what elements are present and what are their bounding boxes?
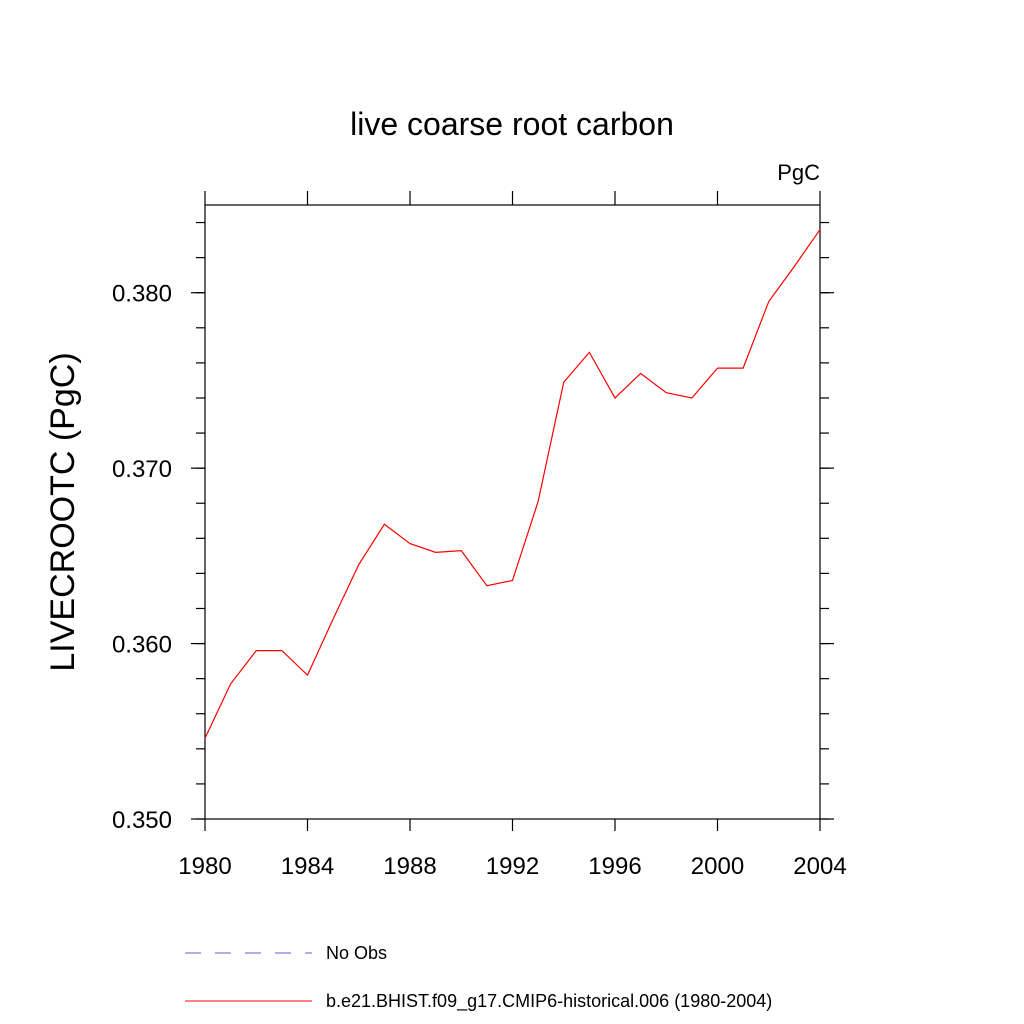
units-label: PgC [777, 160, 820, 185]
axis-ticks [191, 191, 834, 831]
legend-label-no-obs: No Obs [326, 943, 387, 963]
x-tick-label: 2004 [793, 853, 846, 880]
x-tick-label: 1980 [178, 853, 231, 880]
series-layer [204, 229, 821, 739]
y-tick-label: 0.360 [112, 632, 172, 659]
tick-labels: 1980 1984 1988 1992 1996 2000 2004 0.350 0.360 0.… [112, 281, 847, 880]
plot-frame [204, 204, 821, 820]
legend-label-historical: b.e21.BHIST.f09_g17.CMIP6-historical.006… [326, 991, 772, 1012]
x-tick-label: 1988 [383, 853, 436, 880]
x-tick-label: 2000 [691, 853, 744, 880]
y-tick-label: 0.370 [112, 456, 172, 483]
y-tick-label: 0.380 [112, 281, 172, 308]
x-tick-label: 1992 [486, 853, 539, 880]
x-tick-label: 1984 [281, 853, 334, 880]
y-tick-label: 0.350 [112, 807, 172, 834]
series-line-0 [204, 229, 821, 739]
legend: No Obs b.e21.BHIST.f09_g17.CMIP6-histori… [185, 943, 772, 1012]
x-tick-label: 1996 [588, 853, 641, 880]
chart-title: live coarse root carbon [350, 106, 674, 142]
y-axis-label: LIVECROOTC (PgC) [44, 352, 82, 671]
